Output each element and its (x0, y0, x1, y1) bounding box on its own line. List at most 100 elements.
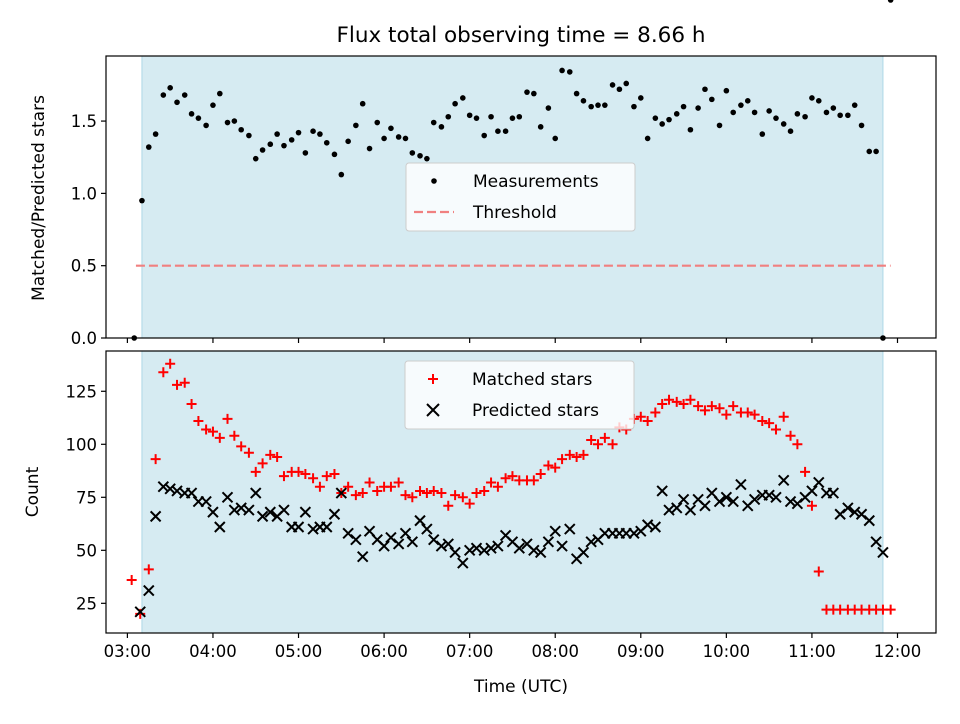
data-point (858, 122, 865, 129)
data-point (415, 485, 426, 496)
legend-marker (431, 178, 437, 184)
data-point (809, 95, 815, 101)
data-point (321, 471, 332, 482)
data-point (457, 492, 468, 503)
data-point (450, 490, 461, 501)
data-point (777, 474, 790, 487)
data-point (749, 409, 760, 420)
data-point (516, 113, 523, 120)
bottom-y-axis-label: Count (23, 466, 43, 517)
data-point (887, 0, 894, 3)
data-point (250, 487, 262, 499)
data-point (181, 92, 188, 98)
data-point (214, 521, 226, 533)
data-point (257, 458, 268, 469)
data-point (164, 483, 176, 495)
data-point (145, 144, 152, 150)
data-point (492, 540, 504, 552)
legend-box (404, 360, 635, 430)
data-point (531, 90, 537, 97)
data-point (207, 506, 219, 518)
legend-label: Threshold (472, 203, 557, 223)
data-point (174, 99, 180, 106)
y-tick-label: 50 (76, 541, 97, 560)
y-tick-label: 25 (76, 594, 97, 613)
data-point (770, 424, 781, 435)
data-point (778, 411, 789, 422)
data-point (343, 481, 354, 492)
data-point (222, 413, 233, 424)
data-point (252, 155, 259, 162)
data-point (160, 92, 167, 98)
top-panel: 0.0 0.5 1.0 1.5 Measurements Threshold (71, 0, 937, 348)
legend-box (405, 162, 636, 232)
data-point (534, 546, 547, 559)
data-point (742, 407, 753, 418)
data-point (485, 542, 497, 554)
legend-label: Measurements (473, 172, 599, 192)
data-point (744, 98, 751, 104)
legend: Measurements Threshold (405, 162, 636, 232)
data-point (830, 105, 837, 111)
data-point (693, 401, 704, 412)
data-point (800, 466, 811, 477)
data-point (684, 504, 697, 516)
data-point (557, 454, 568, 465)
data-point (723, 87, 730, 94)
data-point (335, 487, 348, 499)
data-point (207, 426, 218, 437)
data-point (203, 122, 209, 129)
bottom-panel: 25 50 75 100 125 03:00 04:00 05:00 06:00 07:00 08:… (66, 350, 937, 661)
data-point (143, 584, 155, 597)
data-point (687, 126, 694, 133)
data-point (486, 477, 497, 488)
data-point (265, 449, 276, 460)
data-point (671, 396, 682, 407)
data-point (713, 495, 726, 508)
data-point (578, 449, 589, 460)
data-point (302, 150, 309, 156)
data-point (481, 132, 488, 139)
y-tick-label: 100 (66, 435, 98, 454)
data-point (552, 135, 559, 142)
data-point (445, 113, 452, 120)
data-point (607, 439, 618, 450)
data-point (770, 491, 782, 504)
data-point (488, 113, 494, 120)
data-point (609, 82, 616, 88)
data-point (542, 536, 555, 548)
data-point (507, 471, 518, 482)
data-point (492, 481, 503, 492)
data-point (806, 500, 817, 511)
data-point (214, 432, 225, 443)
data-point (794, 111, 801, 117)
data-point (236, 441, 247, 452)
data-point (602, 102, 608, 108)
legend-marker (428, 374, 438, 384)
data-point (837, 112, 843, 119)
data-point (851, 102, 858, 108)
data-point (395, 134, 402, 140)
data-point (357, 488, 368, 499)
data-point (766, 108, 772, 114)
data-point (721, 409, 732, 420)
data-point (785, 430, 796, 441)
data-point (134, 606, 146, 618)
data-point (727, 495, 739, 508)
data-point (143, 564, 154, 575)
data-point (272, 452, 283, 463)
data-point (310, 128, 316, 134)
data-point (716, 122, 723, 129)
data-point (307, 523, 319, 535)
data-point (243, 447, 254, 458)
data-point (421, 523, 433, 535)
data-point (295, 129, 302, 136)
data-point (685, 394, 696, 405)
data-point (463, 544, 476, 557)
data-point (238, 126, 244, 133)
data-point (374, 119, 381, 126)
data-point (595, 102, 601, 108)
data-point (139, 197, 145, 204)
data-point (195, 115, 202, 121)
